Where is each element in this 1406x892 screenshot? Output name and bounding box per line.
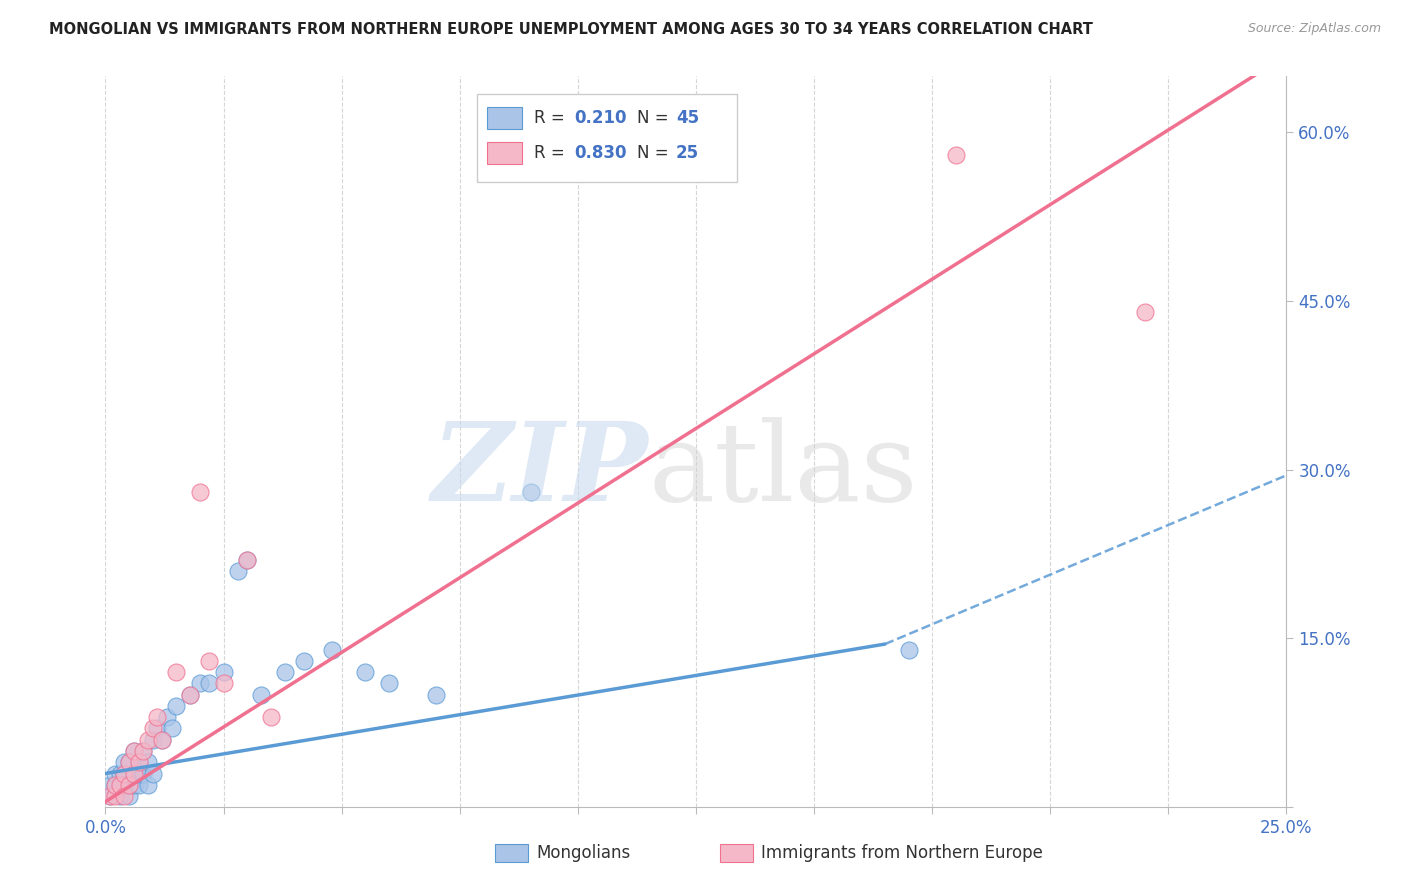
- Point: [425, 688, 447, 702]
- Point: [112, 766, 135, 780]
- Point: [198, 676, 221, 690]
- Text: 0.210: 0.210: [574, 109, 627, 128]
- Point: [112, 756, 135, 770]
- Point: [104, 778, 127, 792]
- Point: [188, 485, 211, 500]
- Point: [118, 778, 141, 792]
- Point: [179, 688, 201, 702]
- Point: [128, 756, 150, 770]
- Point: [160, 722, 183, 736]
- Point: [122, 778, 145, 792]
- Point: [150, 732, 173, 747]
- Point: [98, 789, 121, 803]
- Point: [142, 732, 165, 747]
- Point: [118, 789, 141, 803]
- FancyBboxPatch shape: [486, 107, 523, 129]
- Point: [519, 485, 541, 500]
- Point: [104, 789, 127, 803]
- Point: [250, 688, 273, 702]
- Point: [104, 766, 127, 780]
- Point: [136, 732, 159, 747]
- Point: [156, 710, 179, 724]
- Point: [122, 744, 145, 758]
- Point: [132, 766, 155, 780]
- Text: 0.830: 0.830: [574, 145, 627, 162]
- Point: [142, 722, 165, 736]
- Point: [128, 766, 150, 780]
- Point: [212, 676, 235, 690]
- Point: [112, 778, 135, 792]
- Point: [945, 147, 967, 161]
- Point: [136, 756, 159, 770]
- Point: [212, 665, 235, 680]
- Point: [274, 665, 297, 680]
- Point: [132, 744, 155, 758]
- Point: [378, 676, 401, 690]
- Point: [165, 698, 187, 713]
- Point: [108, 778, 131, 792]
- Point: [122, 766, 145, 780]
- Point: [108, 766, 131, 780]
- Point: [260, 710, 283, 724]
- Point: [188, 676, 211, 690]
- Point: [112, 789, 135, 803]
- Text: 25: 25: [676, 145, 699, 162]
- Point: [98, 789, 121, 803]
- Point: [142, 766, 165, 780]
- Point: [236, 552, 259, 566]
- Point: [122, 744, 145, 758]
- FancyBboxPatch shape: [478, 95, 737, 182]
- Point: [354, 665, 377, 680]
- Text: N =: N =: [637, 145, 673, 162]
- Point: [104, 778, 127, 792]
- Point: [118, 756, 141, 770]
- Point: [198, 654, 221, 668]
- Point: [1133, 305, 1156, 319]
- Point: [292, 654, 315, 668]
- FancyBboxPatch shape: [495, 844, 529, 862]
- Point: [108, 789, 131, 803]
- Point: [128, 778, 150, 792]
- Point: [321, 642, 343, 657]
- Point: [136, 778, 159, 792]
- Point: [179, 688, 201, 702]
- Point: [108, 778, 131, 792]
- Point: [897, 642, 920, 657]
- Text: MONGOLIAN VS IMMIGRANTS FROM NORTHERN EUROPE UNEMPLOYMENT AMONG AGES 30 TO 34 YE: MONGOLIAN VS IMMIGRANTS FROM NORTHERN EU…: [49, 22, 1092, 37]
- Point: [98, 778, 121, 792]
- Text: Source: ZipAtlas.com: Source: ZipAtlas.com: [1247, 22, 1381, 36]
- Point: [132, 744, 155, 758]
- Point: [118, 778, 141, 792]
- FancyBboxPatch shape: [720, 844, 752, 862]
- Text: ZIP: ZIP: [432, 417, 648, 524]
- Point: [165, 665, 187, 680]
- Point: [146, 722, 169, 736]
- FancyBboxPatch shape: [486, 143, 523, 164]
- Point: [236, 552, 259, 566]
- Point: [226, 564, 249, 578]
- Point: [146, 710, 169, 724]
- Text: 45: 45: [676, 109, 699, 128]
- Point: [112, 766, 135, 780]
- Point: [150, 732, 173, 747]
- Point: [122, 766, 145, 780]
- Text: R =: R =: [534, 109, 571, 128]
- Text: Mongolians: Mongolians: [537, 844, 631, 862]
- Point: [118, 756, 141, 770]
- Text: atlas: atlas: [648, 417, 918, 524]
- Text: Immigrants from Northern Europe: Immigrants from Northern Europe: [761, 844, 1043, 862]
- Text: N =: N =: [637, 109, 673, 128]
- Point: [128, 756, 150, 770]
- Text: R =: R =: [534, 145, 571, 162]
